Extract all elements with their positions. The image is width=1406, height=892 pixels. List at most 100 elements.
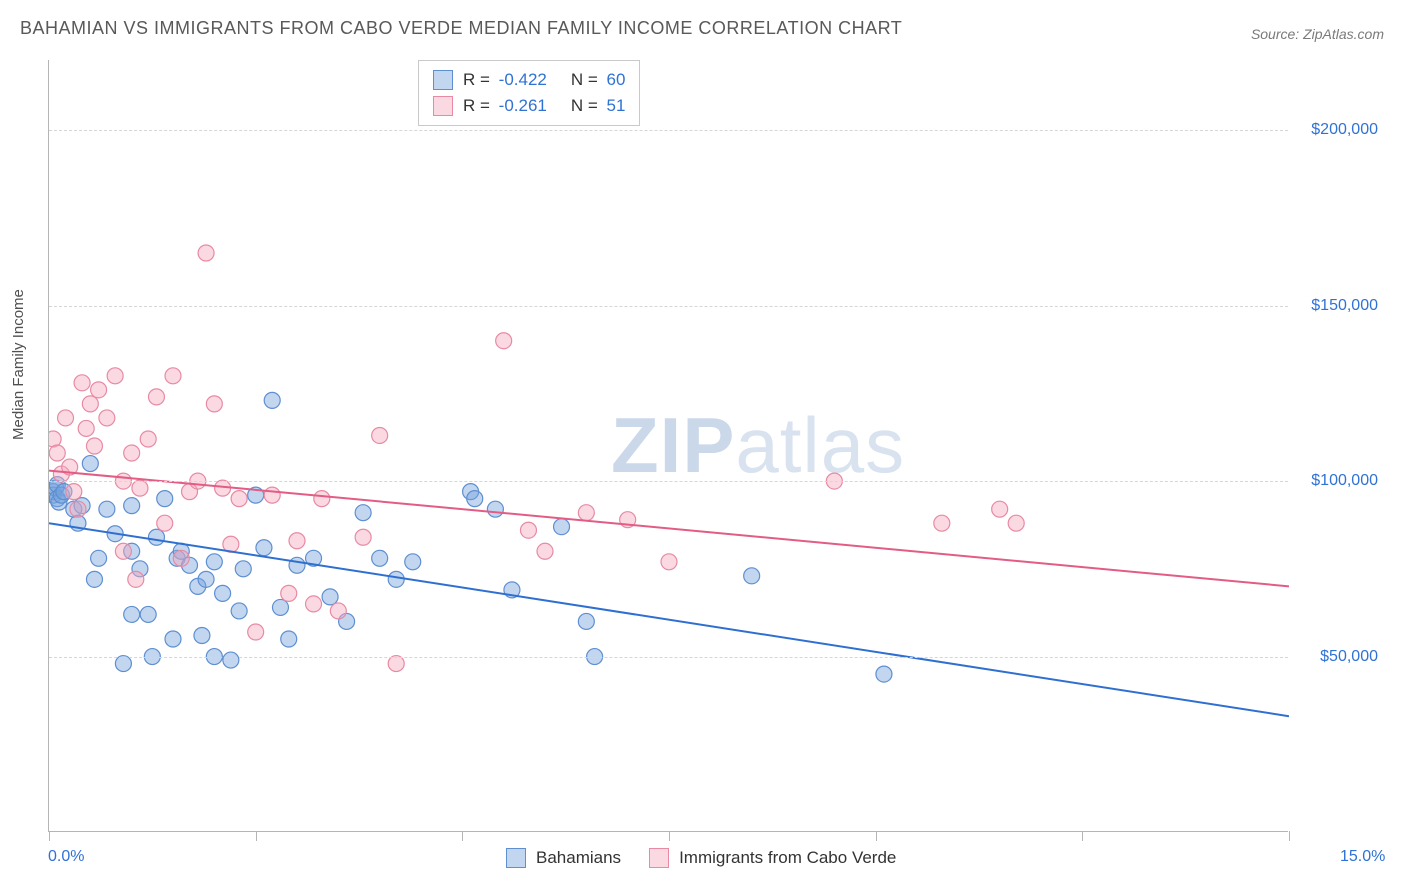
scatter-point	[215, 585, 231, 601]
scatter-point	[661, 554, 677, 570]
scatter-point	[537, 543, 553, 559]
scatter-point	[231, 491, 247, 507]
scatter-point	[78, 420, 94, 436]
scatter-point	[198, 571, 214, 587]
scatter-point	[314, 491, 330, 507]
scatter-point	[173, 550, 189, 566]
scatter-point	[86, 438, 102, 454]
scatter-point	[148, 389, 164, 405]
legend-swatch	[433, 70, 453, 90]
scatter-point	[82, 456, 98, 472]
gridline	[49, 130, 1288, 131]
correlation-legend: R = -0.422N = 60R = -0.261 N = 51	[418, 60, 640, 126]
legend-label: Bahamians	[536, 848, 621, 868]
x-tick-mark	[1289, 831, 1290, 841]
scatter-point	[91, 550, 107, 566]
scatter-point	[289, 557, 305, 573]
legend-label: Immigrants from Cabo Verde	[679, 848, 896, 868]
scatter-point	[281, 631, 297, 647]
scatter-point	[496, 333, 512, 349]
legend-row: R = -0.261 N = 51	[433, 93, 625, 119]
scatter-point	[124, 498, 140, 514]
scatter-point	[388, 571, 404, 587]
legend-swatch	[649, 848, 669, 868]
scatter-point	[520, 522, 536, 538]
scatter-point	[281, 585, 297, 601]
series-legend: Bahamians Immigrants from Cabo Verde	[506, 848, 896, 868]
scatter-point	[372, 427, 388, 443]
legend-row: R = -0.422N = 60	[433, 67, 625, 93]
x-tick-mark	[876, 831, 877, 841]
chart-plot-area: ZIPatlas $50,000$100,000$150,000$200,000	[48, 60, 1288, 832]
scatter-point	[157, 491, 173, 507]
scatter-point	[128, 571, 144, 587]
scatter-point	[330, 603, 346, 619]
gridline	[49, 306, 1288, 307]
y-tick-label: $100,000	[1298, 472, 1378, 490]
scatter-point	[487, 501, 503, 517]
scatter-point	[744, 568, 760, 584]
scatter-point	[223, 652, 239, 668]
scatter-point	[1008, 515, 1024, 531]
scatter-point	[934, 515, 950, 531]
scatter-point	[99, 501, 115, 517]
scatter-point	[355, 529, 371, 545]
scatter-point	[206, 554, 222, 570]
scatter-point	[49, 445, 65, 461]
scatter-point	[289, 533, 305, 549]
x-tick-mark	[1082, 831, 1083, 841]
scatter-point	[306, 596, 322, 612]
y-tick-label: $200,000	[1298, 121, 1378, 139]
scatter-point	[49, 431, 61, 447]
trend-line	[49, 523, 1289, 716]
legend-item: Bahamians	[506, 848, 621, 868]
gridline	[49, 657, 1288, 658]
x-axis-max-label: 15.0%	[1340, 848, 1385, 866]
scatter-point	[194, 627, 210, 643]
scatter-point	[115, 543, 131, 559]
scatter-point	[264, 487, 280, 503]
legend-n: N = 51	[571, 93, 626, 119]
legend-swatch	[433, 96, 453, 116]
scatter-point	[876, 666, 892, 682]
scatter-point	[74, 375, 90, 391]
scatter-point	[66, 484, 82, 500]
scatter-point	[148, 529, 164, 545]
legend-r: R = -0.261	[463, 93, 547, 119]
gridline	[49, 481, 1288, 482]
scatter-svg	[49, 60, 1289, 832]
x-axis-min-label: 0.0%	[48, 848, 84, 866]
scatter-point	[107, 368, 123, 384]
scatter-point	[132, 480, 148, 496]
chart-title: BAHAMIAN VS IMMIGRANTS FROM CABO VERDE M…	[20, 18, 902, 39]
scatter-point	[165, 368, 181, 384]
scatter-point	[82, 396, 98, 412]
scatter-point	[388, 656, 404, 672]
scatter-point	[405, 554, 421, 570]
y-axis-label: Median Family Income	[10, 289, 27, 440]
legend-swatch	[506, 848, 526, 868]
scatter-point	[264, 392, 280, 408]
scatter-point	[165, 631, 181, 647]
x-tick-mark	[462, 831, 463, 841]
scatter-point	[124, 606, 140, 622]
scatter-point	[272, 599, 288, 615]
scatter-point	[578, 505, 594, 521]
scatter-point	[467, 491, 483, 507]
legend-n: N = 60	[571, 67, 626, 93]
scatter-point	[355, 505, 371, 521]
scatter-point	[206, 396, 222, 412]
scatter-point	[140, 431, 156, 447]
scatter-point	[992, 501, 1008, 517]
scatter-point	[99, 410, 115, 426]
scatter-point	[91, 382, 107, 398]
scatter-point	[86, 571, 102, 587]
legend-item: Immigrants from Cabo Verde	[649, 848, 896, 868]
x-tick-mark	[256, 831, 257, 841]
chart-source: Source: ZipAtlas.com	[1251, 26, 1384, 42]
scatter-point	[322, 589, 338, 605]
x-tick-mark	[49, 831, 50, 841]
scatter-point	[157, 515, 173, 531]
scatter-point	[70, 501, 86, 517]
scatter-point	[58, 410, 74, 426]
